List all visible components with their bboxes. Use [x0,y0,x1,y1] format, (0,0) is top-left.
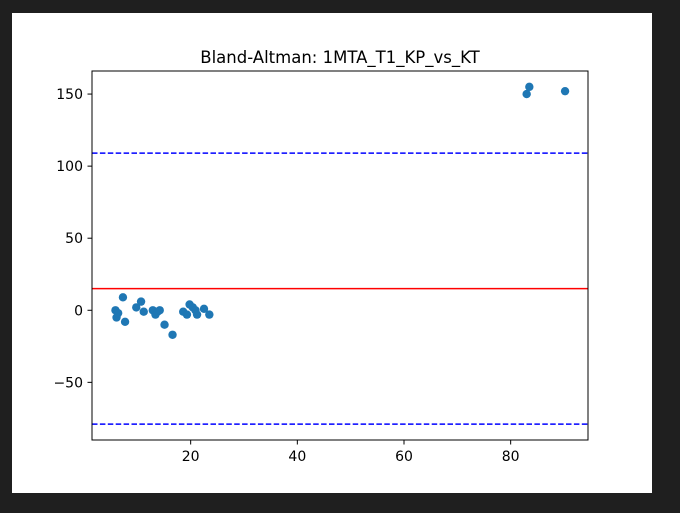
x-tick-label: 60 [395,449,413,465]
data-point [192,310,202,319]
y-tick-label: 0 [74,303,83,319]
y-tick-label: −50 [53,375,83,391]
y-tick-label: 50 [65,231,83,247]
data-point [113,308,123,318]
data-point [168,330,177,339]
reference-lines [92,152,588,425]
y-tick-label: 150 [56,87,83,103]
data-point [525,82,534,92]
bland-altman-chart: Bland-Altman: 1MTA_T1_KP_vs_KT 20 40 60 80 … [53,48,589,465]
y-tick-label: 100 [56,159,83,175]
x-tick-label: 20 [182,449,200,465]
data-point [120,317,130,327]
chart-title: Bland-Altman: 1MTA_T1_KP_vs_KT [200,48,480,68]
data-point [155,306,164,315]
data-point [182,310,192,319]
x-tick-label: 40 [288,449,306,465]
data-point [560,86,570,96]
x-axis: 20 40 60 80 [182,440,520,465]
axes-frame [91,70,589,441]
data-point [522,89,531,99]
data-point [199,304,209,314]
y-axis: −50 0 50 100 150 [53,87,92,391]
data-point [139,307,148,316]
data-point [136,297,146,306]
data-point [118,293,128,302]
scatter-points [111,82,570,339]
figure: Bland-Altman: 1MTA_T1_KP_vs_KT 20 40 60 80 … [12,13,652,493]
data-point [160,320,169,329]
data-point [132,303,141,312]
data-point [205,310,214,319]
x-tick-label: 80 [502,449,520,465]
